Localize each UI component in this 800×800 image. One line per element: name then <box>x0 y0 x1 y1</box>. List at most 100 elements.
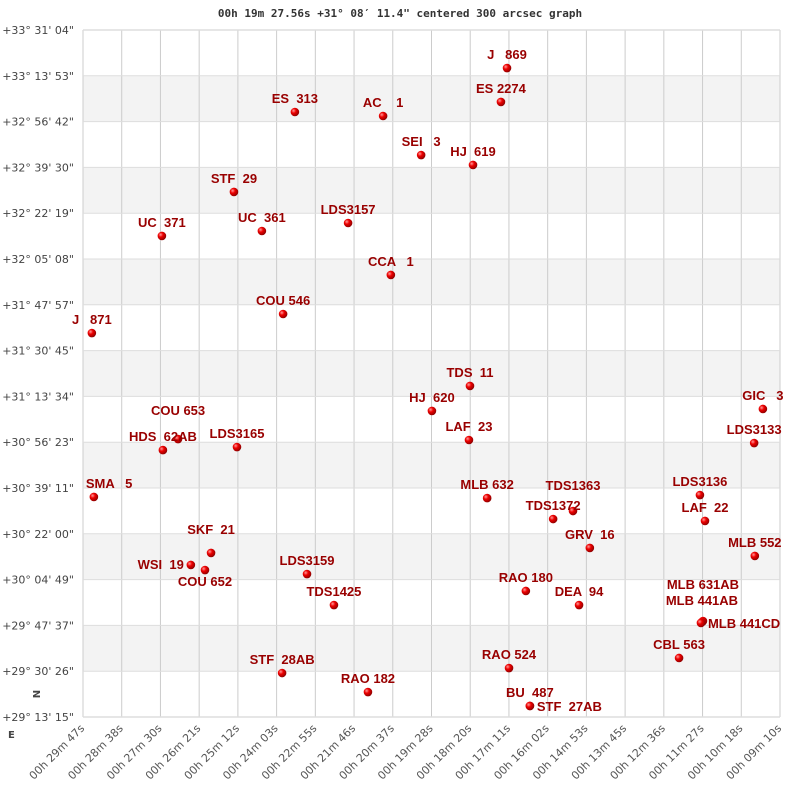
star-point[interactable]: MLB 632 <box>460 477 514 503</box>
star-point[interactable]: HJ 620 <box>409 390 455 416</box>
star-point[interactable]: LDS3157 <box>321 202 376 228</box>
star-marker[interactable] <box>427 406 437 416</box>
star-point[interactable]: CCA 1 <box>368 254 414 280</box>
star-marker[interactable] <box>158 445 168 455</box>
star-label: COU 652 <box>178 574 232 589</box>
star-point[interactable]: CBL 563 <box>653 637 705 663</box>
star-point[interactable]: RAO 180 <box>499 570 553 596</box>
star-point[interactable]: UC 371 <box>138 215 186 241</box>
star-point[interactable]: ES 2274 <box>476 81 527 107</box>
star-point[interactable]: J 871 <box>72 312 112 338</box>
star-marker[interactable] <box>200 565 210 575</box>
star-marker[interactable] <box>674 653 684 663</box>
star-marker[interactable] <box>700 516 710 526</box>
star-point[interactable]: LDS3133 <box>727 422 782 448</box>
star-marker[interactable] <box>574 600 584 610</box>
star-marker[interactable] <box>548 514 558 524</box>
star-marker[interactable] <box>749 438 759 448</box>
star-marker[interactable] <box>87 328 97 338</box>
star-point[interactable]: LDS3165 <box>210 426 265 452</box>
star-point[interactable]: MLB 441CD <box>696 616 781 631</box>
star-point[interactable]: LAF 22 <box>682 500 729 526</box>
star-marker[interactable] <box>278 309 288 319</box>
star-marker[interactable] <box>502 63 512 73</box>
star-marker[interactable] <box>206 548 216 558</box>
y-tick-label: +31° 47' 57" <box>2 299 74 312</box>
star-marker[interactable] <box>416 150 426 160</box>
star-point[interactable]: COU 652 <box>178 565 232 589</box>
star-label: HDS 62AB <box>129 429 197 444</box>
star-label: MLB 631AB <box>667 577 739 592</box>
star-marker[interactable] <box>750 551 760 561</box>
star-label: CBL 563 <box>653 637 705 652</box>
star-marker[interactable] <box>173 434 183 444</box>
star-label: DEA 94 <box>555 584 604 599</box>
star-marker[interactable] <box>482 493 492 503</box>
star-marker[interactable] <box>758 404 768 414</box>
star-point[interactable]: COU 653 <box>151 403 205 444</box>
star-point[interactable]: TDS 11 <box>446 365 493 391</box>
star-label: TDS1425 <box>306 584 361 599</box>
star-point[interactable]: LDS3136 <box>672 474 727 500</box>
star-point[interactable]: WSI 19 <box>138 557 196 572</box>
star-marker[interactable] <box>585 543 595 553</box>
star-marker[interactable] <box>695 490 705 500</box>
star-point[interactable]: MLB 552 <box>728 535 782 561</box>
star-marker[interactable] <box>386 270 396 280</box>
star-marker[interactable] <box>186 560 196 570</box>
y-tick-label: +30° 22' 00" <box>2 528 74 541</box>
star-marker[interactable] <box>157 231 167 241</box>
star-marker[interactable] <box>468 160 478 170</box>
star-label: GIC 3 <box>742 388 783 403</box>
star-marker[interactable] <box>232 442 242 452</box>
star-label: BU 487 <box>506 685 554 700</box>
star-point[interactable]: COU 546 <box>256 293 310 319</box>
star-label: MLB 441CD <box>708 616 780 631</box>
star-point[interactable]: AC 1 <box>363 95 403 121</box>
star-label: SEI 3 <box>402 134 441 149</box>
star-marker[interactable] <box>378 111 388 121</box>
star-marker[interactable] <box>465 381 475 391</box>
star-point[interactable]: TDS1363 <box>546 478 601 516</box>
star-marker[interactable] <box>343 218 353 228</box>
star-marker[interactable] <box>329 600 339 610</box>
star-label: TDS1363 <box>546 478 601 493</box>
star-point[interactable]: UC 361 <box>238 210 286 236</box>
star-marker[interactable] <box>277 668 287 678</box>
star-marker[interactable] <box>89 492 99 502</box>
star-point[interactable]: STF 27AB <box>525 699 602 714</box>
star-point[interactable]: TDS1425 <box>306 584 361 610</box>
star-point[interactable]: STF 28AB <box>250 652 315 678</box>
star-marker[interactable] <box>363 687 373 697</box>
star-marker[interactable] <box>521 586 531 596</box>
star-marker[interactable] <box>696 618 706 628</box>
star-point[interactable]: SEI 3 <box>402 134 441 160</box>
star-label: LDS3133 <box>727 422 782 437</box>
star-point[interactable]: LDS3159 <box>280 553 335 579</box>
star-point[interactable]: GIC 3 <box>742 388 783 414</box>
star-point[interactable]: RAO 524 <box>482 647 537 673</box>
star-point[interactable]: LAF 23 <box>445 419 492 445</box>
star-point[interactable]: ES 313 <box>272 91 318 117</box>
star-marker[interactable] <box>464 435 474 445</box>
star-point[interactable]: TDS1372 <box>526 498 581 524</box>
star-marker[interactable] <box>229 187 239 197</box>
star-point[interactable]: DEA 94 <box>555 584 604 610</box>
star-marker[interactable] <box>504 663 514 673</box>
star-marker[interactable] <box>257 226 267 236</box>
star-marker[interactable] <box>496 97 506 107</box>
star-point[interactable]: SKF 21 <box>187 522 235 558</box>
star-label: TDS1372 <box>526 498 581 513</box>
star-label: COU 653 <box>151 403 205 418</box>
star-point[interactable]: SMA 5 <box>86 476 132 502</box>
star-marker[interactable] <box>568 506 578 516</box>
star-marker[interactable] <box>302 569 312 579</box>
star-point[interactable]: HJ 619 <box>450 144 496 170</box>
star-point[interactable]: STF 29 <box>211 171 257 197</box>
star-point[interactable]: RAO 182 <box>341 671 395 697</box>
star-marker[interactable] <box>525 701 535 711</box>
star-point[interactable]: GRV 16 <box>565 527 615 553</box>
star-point[interactable]: HDS 62AB <box>129 429 197 455</box>
star-point[interactable]: J 869 <box>487 47 527 73</box>
star-marker[interactable] <box>290 107 300 117</box>
